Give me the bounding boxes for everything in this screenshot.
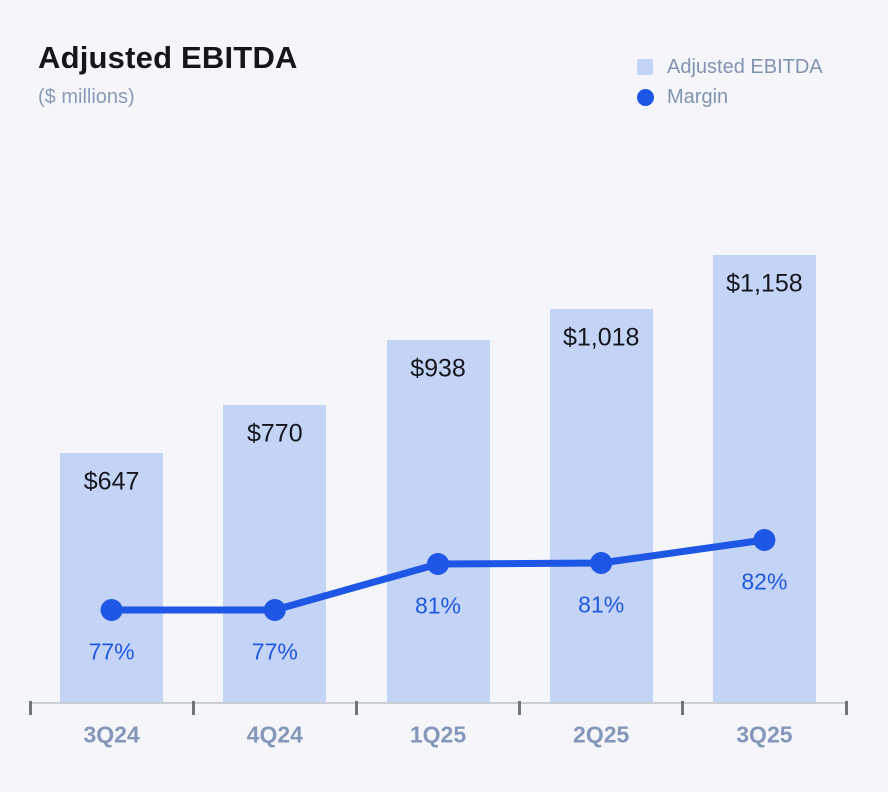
x-axis-label-4q24: 4Q24 (246, 721, 303, 748)
margin-label-3q25: 82% (741, 568, 788, 595)
ebitda-value-label-3q25: $1,158 (726, 269, 803, 298)
margin-point-3q25 (753, 529, 776, 551)
legend-marker-wrap (636, 59, 654, 75)
margin-point-2q25 (590, 552, 613, 574)
margin-swatch-icon (636, 88, 654, 106)
legend-item-adjusted-ebitda: Adjusted EBITDA (636, 54, 823, 80)
ebitda-bar-3q25 (712, 255, 816, 703)
x-axis-label-2q25: 2Q25 (573, 721, 630, 748)
margin-point-1q25 (427, 553, 449, 575)
ebitda-bar-1q25 (386, 340, 490, 703)
legend-label-margin: Margin (667, 85, 729, 108)
margin-label-2q25: 81% (578, 591, 625, 618)
x-axis-label-1q25: 1Q25 (409, 721, 467, 748)
ebitda-value-label-3q24: $647 (83, 467, 140, 496)
ebitda-value-label-2q25: $1,018 (562, 323, 640, 352)
x-axis-label-3q25: 3Q25 (736, 721, 793, 748)
x-axis-tick (28, 701, 32, 715)
chart-subtitle: ($ millions) (38, 86, 135, 108)
margin-label-1q25: 81% (414, 592, 462, 619)
ebitda-bar-4q24 (223, 405, 327, 703)
x-axis-tick (191, 701, 195, 715)
x-axis-tick (354, 701, 358, 715)
ebitda-bar-2q25 (549, 309, 653, 703)
ebitda-bar-3q24 (60, 453, 164, 703)
margin-point-4q24 (263, 599, 286, 621)
legend-label-adjusted-ebitda: Adjusted EBITDA (667, 55, 823, 78)
x-axis-label-3q24: 3Q24 (83, 721, 140, 748)
chart-title: Adjusted EBITDA (38, 40, 298, 75)
legend-marker-wrap (636, 88, 654, 106)
ebitda-value-label-1q25: $938 (410, 354, 466, 383)
margin-label-3q24: 77% (88, 638, 135, 665)
margin-point-3q24 (100, 599, 123, 621)
x-axis-line (30, 702, 846, 704)
x-axis-tick (681, 701, 685, 715)
ebitda-swatch-icon (637, 59, 653, 75)
chart-header: Adjusted EBITDA ($ millions) (38, 40, 298, 108)
legend-item-margin: Margin (636, 84, 823, 110)
legend: Adjusted EBITDA Margin (636, 54, 823, 110)
margin-label-4q24: 77% (251, 638, 298, 665)
x-axis-tick (844, 701, 848, 715)
ebitda-value-label-4q24: $770 (246, 419, 303, 448)
x-axis-tick (518, 701, 522, 715)
